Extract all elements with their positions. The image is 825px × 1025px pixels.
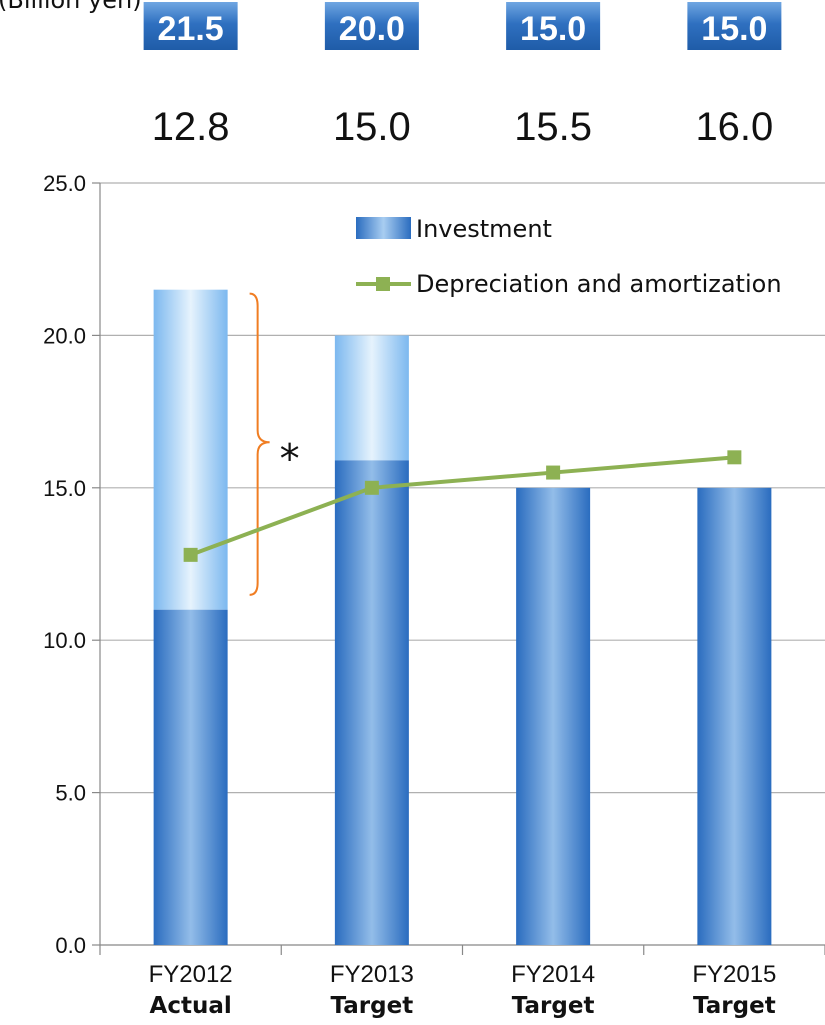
investment-value-label: 21.5 [158,10,224,48]
bracket [249,292,270,596]
depreciation-point [183,547,198,562]
y-tick-label: 0.0 [55,933,86,958]
investment-value-box: 21.5 [143,2,238,50]
investment-value-boxes: 21.5 20.0 15.0 15.0 [143,2,782,50]
legend-investment-swatch [356,217,411,239]
bar [516,487,591,945]
unit-label: (Billion yen) [0,0,142,14]
value-box-bg [324,2,419,50]
legend-depreciation-label: Depreciation and amortization [416,270,782,298]
investment-value-label: 15.0 [520,10,586,48]
depreciation-line [183,450,742,562]
x-category-sublabel: Target [512,993,595,1019]
bar-upper-segment [334,335,409,461]
depreciation-series-line [189,455,735,557]
x-category-label: FY2012 [149,961,233,988]
investment-value-box: 15.0 [506,2,601,50]
x-category-label: FY2014 [511,961,595,988]
depreciation-point [546,465,561,480]
x-category-sublabel: Actual [150,993,232,1019]
x-category-sublabel: Target [331,993,414,1019]
legend-line-marker [376,277,390,291]
bars [153,289,772,945]
investment-value-box: 15.0 [687,2,782,50]
depreciation-value-label: 15.5 [514,105,592,149]
asterisk-note: * [280,436,300,482]
investment-value-label: 15.0 [701,10,767,48]
value-box-bg [506,2,601,50]
value-box-bg [687,2,782,50]
bracket-annotation: * [249,292,300,596]
x-category-sublabel: Target [693,993,776,1019]
y-tick-label: 5.0 [55,781,86,806]
x-category-label: FY2013 [330,961,414,988]
y-tick-labels: 0.0 5.0 10.0 15.0 20.0 25.0 [43,171,86,958]
value-box-bg [143,2,238,50]
depreciation-point [364,480,379,495]
x-category-labels: FY2012 Actual FY2013 Target FY2014 Target FY20… [149,961,777,1019]
bar [334,460,409,945]
depreciation-value-label: 15.0 [333,105,411,149]
bar [697,487,772,945]
legend: Investment Depreciation and amortization [356,215,782,298]
y-tick-label: 20.0 [43,323,86,348]
investment-value-label: 20.0 [339,10,405,48]
depreciation-value-label: 12.8 [152,105,230,149]
y-tick-label: 25.0 [43,171,86,196]
bar [153,609,228,945]
y-tick-label: 10.0 [43,628,86,653]
y-tick-label: 15.0 [43,476,86,501]
depreciation-point [727,450,742,465]
depreciation-value-labels: 12.8 15.0 15.5 16.0 [152,105,774,149]
x-category-label: FY2015 [692,961,776,988]
depreciation-value-label: 16.0 [695,105,773,149]
investment-value-box: 20.0 [324,2,419,50]
legend-investment-label: Investment [416,215,552,243]
